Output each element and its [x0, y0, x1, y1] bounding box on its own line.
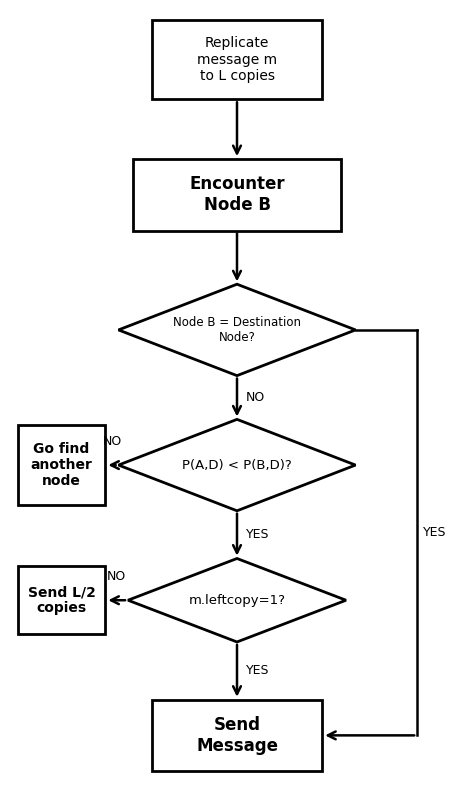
FancyBboxPatch shape	[18, 425, 105, 505]
Text: m.leftcopy=1?: m.leftcopy=1?	[189, 594, 285, 607]
FancyBboxPatch shape	[152, 700, 322, 771]
FancyBboxPatch shape	[18, 567, 105, 634]
Text: YES: YES	[246, 665, 269, 677]
Text: YES: YES	[423, 526, 447, 539]
Text: YES: YES	[246, 528, 269, 541]
Polygon shape	[118, 420, 356, 511]
Text: NO: NO	[246, 391, 265, 404]
Text: NO: NO	[102, 435, 122, 448]
Polygon shape	[118, 285, 356, 376]
Text: NO: NO	[107, 570, 127, 583]
Text: Send L/2
copies: Send L/2 copies	[27, 585, 96, 615]
FancyBboxPatch shape	[152, 20, 322, 99]
Text: Go find
another
node: Go find another node	[31, 442, 92, 488]
Text: P(A,D) < P(B,D)?: P(A,D) < P(B,D)?	[182, 459, 292, 471]
Text: Send
Message: Send Message	[196, 716, 278, 754]
FancyBboxPatch shape	[133, 159, 341, 231]
Text: Replicate
message m
to L copies: Replicate message m to L copies	[197, 37, 277, 83]
Polygon shape	[128, 558, 346, 642]
Text: Encounter
Node B: Encounter Node B	[189, 176, 285, 214]
Text: Node B = Destination
Node?: Node B = Destination Node?	[173, 316, 301, 344]
